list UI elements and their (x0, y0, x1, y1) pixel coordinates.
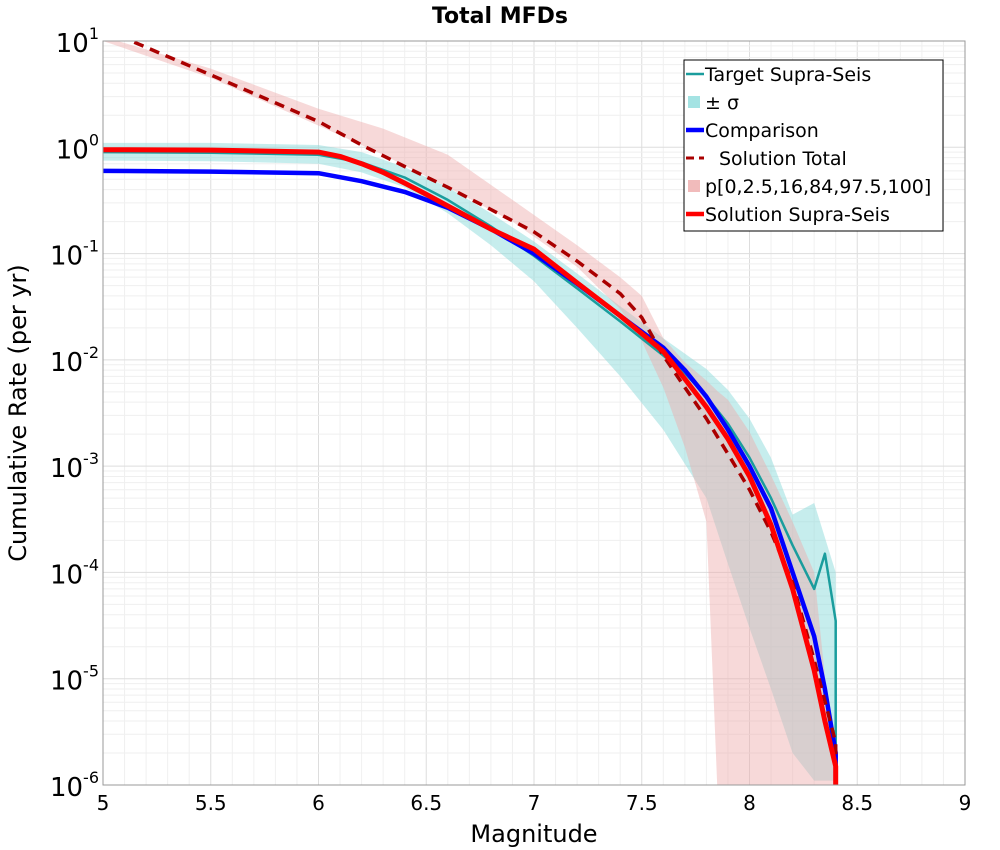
y-tick-label: 10-6 (50, 768, 99, 803)
y-tick-label: 100 (56, 130, 99, 165)
x-tick-label: 5.5 (195, 791, 227, 815)
y-tick-label: 101 (56, 24, 99, 59)
bands-layer (103, 41, 836, 785)
legend-label-4: p[0,2.5,16,84,97.5,100] (705, 176, 931, 198)
y-tick-label: 10-1 (50, 237, 99, 272)
legend-label-0: Target Supra-Seis (704, 64, 871, 86)
legend-box (683, 59, 944, 232)
legend-label-2: Comparison (705, 120, 819, 142)
plot-frame (102, 40, 966, 786)
x-tick-label: 8.5 (841, 791, 873, 815)
series-layer (103, 41, 839, 785)
solution-supra-seis-line (103, 147, 839, 785)
legend-swatch-4 (688, 180, 700, 192)
y-tick-label: 10-3 (50, 449, 99, 484)
y-axis-label: Cumulative Rate (per yr) (4, 264, 32, 562)
x-tick-label: 5 (97, 791, 110, 815)
x-tick-label: 7.5 (626, 791, 658, 815)
percentile-band (103, 41, 836, 785)
x-tick-label: 8 (743, 791, 756, 815)
legend-label-1: ± σ (705, 92, 739, 114)
y-tick-label: 10-5 (50, 662, 99, 697)
legend-label-5: Solution Supra-Seis (705, 204, 890, 226)
x-tick-label: 9 (959, 791, 972, 815)
legend-swatch-1 (688, 96, 700, 108)
x-axis-label: Magnitude (470, 820, 597, 848)
y-tick-label: 10-4 (50, 555, 99, 590)
comparison-line (103, 168, 838, 785)
legend: Target Supra-Seis ± σ Comparison Solution T… (683, 59, 944, 232)
legend-label-3: Solution Total (719, 148, 847, 170)
x-tick-label: 6 (312, 791, 325, 815)
sigma-band (103, 142, 836, 781)
x-tick-label: 7 (528, 791, 541, 815)
chart-title: Total MFDs (432, 4, 568, 29)
x-tick-label: 6.5 (410, 791, 442, 815)
y-axis-ticks: 101 100 10-1 10-2 10-3 10-4 10-5 10-6 (50, 24, 99, 803)
y-tick-label: 10-2 (50, 343, 99, 378)
x-axis-ticks: 5 5.5 6 6.5 7 7.5 8 8.5 9 (97, 791, 972, 815)
